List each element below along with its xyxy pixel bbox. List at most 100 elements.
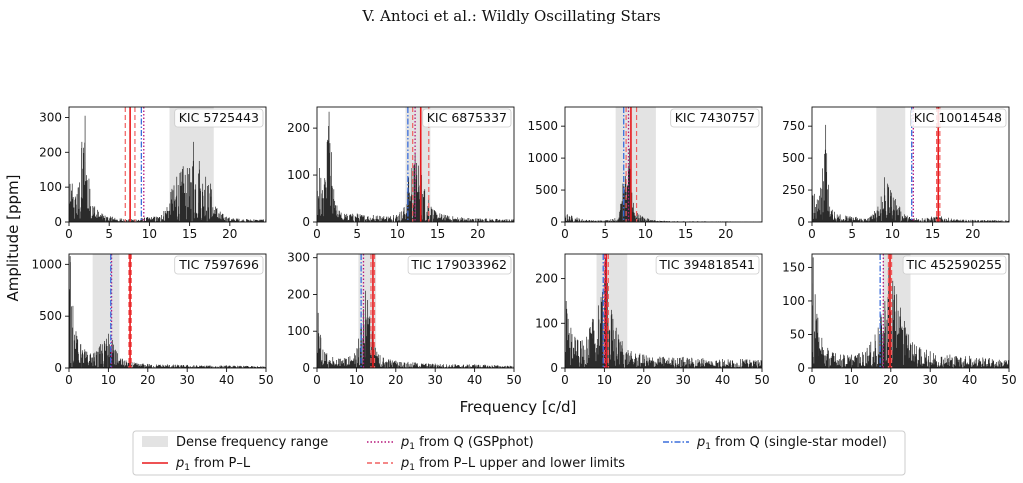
x-tick-label: 20: [883, 373, 898, 387]
svg-text:p1 from Q (single-star model): p1 from Q (single-star model): [696, 435, 887, 452]
x-tick-label: 20: [636, 373, 651, 387]
y-tick-label: 0: [302, 215, 310, 229]
panel-frame: [68, 106, 267, 223]
y-tick-label: 500: [782, 151, 805, 165]
legend-pl-label: from P–L: [190, 456, 251, 471]
spectrum-lines: [565, 258, 762, 368]
x-tick-label: 40: [962, 373, 977, 387]
panel-frame: [564, 106, 763, 223]
x-tick-label: 20: [965, 227, 980, 241]
x-tick-label: 10: [390, 227, 405, 241]
legend-single-sub: 1: [705, 442, 711, 452]
x-tick-label: 20: [222, 227, 237, 241]
star-label: KIC 5725443: [179, 110, 259, 125]
panel-frame: [316, 253, 515, 369]
x-tick-label: 0: [808, 227, 816, 241]
svg-text:p1 from P–L: p1 from P–L: [175, 456, 251, 473]
star-label: KIC 6875337: [427, 110, 507, 125]
legend: Dense frequency range p1 from P–L p1 fro…: [132, 430, 906, 476]
y-tick-label: 0: [302, 361, 310, 375]
page-header: V. Antoci et al.: Wildly Oscillating Sta…: [361, 7, 660, 25]
x-tick-label: 40: [715, 373, 730, 387]
spectrum: [317, 290, 514, 368]
star-label: TIC 179033962: [410, 257, 507, 272]
legend-pl-symbol: p: [175, 456, 184, 471]
x-tick-label: 10: [885, 227, 900, 241]
y-tick-label: 0: [550, 215, 558, 229]
y-tick-label: 1000: [31, 257, 62, 271]
legend-limits-label: from P–L upper and lower limits: [415, 456, 625, 471]
x-tick-label: 0: [561, 227, 569, 241]
star-label: TIC 7597696: [178, 257, 259, 272]
spectrum: [565, 258, 762, 368]
x-tick-label: 50: [506, 373, 521, 387]
x-tick-label: 0: [65, 227, 73, 241]
y-tick-label: 100: [287, 168, 310, 182]
svg-text:p1 from Q (GSPphot): p1 from Q (GSPphot): [400, 435, 534, 452]
x-tick-label: 10: [101, 373, 116, 387]
y-tick-label: 100: [39, 180, 62, 194]
svg-text:p1 from P–L upper and lower li: p1 from P–L upper and lower limits: [400, 456, 625, 473]
y-tick-label: 50: [790, 327, 805, 341]
x-tick-label: 15: [678, 227, 693, 241]
legend-frame: [132, 430, 906, 476]
y-tick-label: 500: [39, 309, 62, 323]
y-tick-label: 300: [39, 110, 62, 124]
x-tick-label: 30: [676, 373, 691, 387]
star-label: KIC 10014548: [914, 110, 1002, 125]
y-tick-label: 200: [287, 121, 310, 135]
x-tick-label: 0: [65, 373, 73, 387]
legend-single-symbol: p: [696, 435, 705, 450]
y-tick-label: 100: [535, 316, 558, 330]
x-tick-label: 0: [313, 227, 321, 241]
panel-frame: [811, 253, 1010, 369]
star-label-box: [902, 255, 1007, 275]
legend-single-label: from Q (single-star model): [711, 435, 887, 450]
star-label-box: [174, 108, 264, 128]
x-tick-label: 50: [754, 373, 769, 387]
legend-limits-sub: 1: [409, 463, 415, 473]
y-tick-label: 500: [535, 183, 558, 197]
y-tick-label: 1000: [527, 151, 558, 165]
star-label-box: [670, 108, 760, 128]
star-label-box: [174, 255, 264, 275]
x-tick-label: 10: [142, 227, 157, 241]
y-tick-label: 250: [782, 183, 805, 197]
star-label-box: [422, 108, 512, 128]
y-tick-label: 1500: [527, 119, 558, 133]
y-tick-label: 300: [287, 251, 310, 265]
x-tick-label: 15: [182, 227, 197, 241]
x-tick-label: 5: [601, 227, 609, 241]
star-label-box: [910, 108, 1007, 128]
panel-frame: [564, 253, 763, 369]
panel-4: 0 5 10 15 20 0 250 500 750 KIC 10014548: [782, 106, 1010, 241]
y-tick-label: 200: [39, 145, 62, 159]
legend-dense-label: Dense frequency range: [176, 435, 328, 450]
x-tick-label: 5: [848, 227, 856, 241]
x-tick-label: 0: [313, 373, 321, 387]
y-tick-label: 200: [535, 272, 558, 286]
legend-gsp-label: from Q (GSPphot): [415, 435, 534, 450]
panel-7: 0 10 20 30 40 50 0 100 200 TIC 394818541: [535, 253, 770, 387]
x-tick-label: 5: [105, 227, 113, 241]
star-label-box: [655, 255, 760, 275]
x-tick-label: 30: [923, 373, 938, 387]
spectrum-lines: [69, 115, 266, 222]
x-tick-label: 20: [718, 227, 733, 241]
star-label: KIC 7430757: [675, 110, 755, 125]
y-tick-label: 200: [287, 287, 310, 301]
y-tick-label: 0: [550, 361, 558, 375]
y-tick-label: 750: [782, 119, 805, 133]
y-tick-label: 0: [54, 215, 62, 229]
x-tick-label: 40: [467, 373, 482, 387]
x-tick-label: 10: [349, 373, 364, 387]
x-tick-label: 20: [388, 373, 403, 387]
star-label: TIC 452590255: [905, 257, 1002, 272]
y-tick-label: 150: [782, 260, 805, 274]
x-tick-label: 10: [597, 373, 612, 387]
